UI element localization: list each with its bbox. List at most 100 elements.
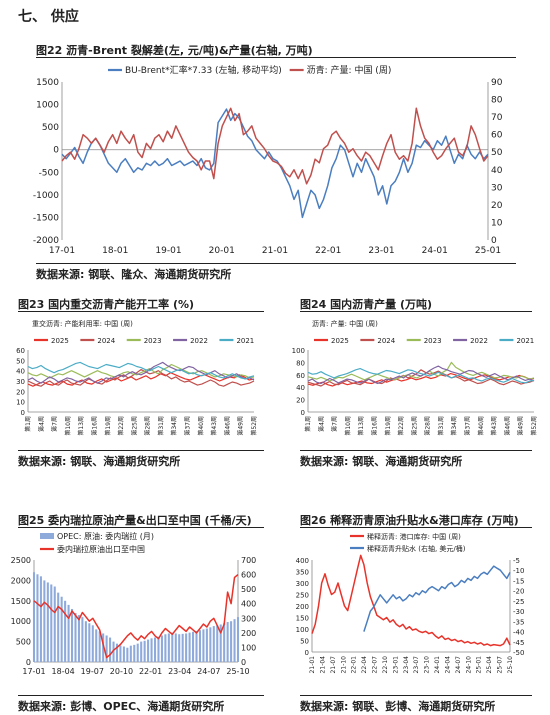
fig26-y-tick-label: 200 bbox=[296, 603, 309, 611]
fig26-x-tick-label: 22-01 bbox=[351, 656, 358, 674]
fig26-x-tick-label: 25-04 bbox=[486, 656, 493, 674]
fig25-x-tick-label: 17-01 bbox=[22, 667, 45, 676]
fig25-bar bbox=[171, 632, 174, 662]
fig25-bar bbox=[205, 628, 208, 662]
fig25-y2-tick-label: 600 bbox=[241, 571, 256, 580]
fig23-inner-title: 重交沥青: 产能利用率: 中国 (周) bbox=[32, 319, 133, 328]
fig25-bar bbox=[195, 630, 198, 662]
fig24-x-tick-label: 第31周 bbox=[437, 416, 445, 436]
fig23-y-tick-label: 50 bbox=[16, 357, 25, 365]
fig24-legend-label: 2025 bbox=[331, 337, 349, 345]
fig26-x-tick-label: 25-10 bbox=[507, 656, 514, 674]
fig24-legend-label: 2024 bbox=[377, 337, 395, 345]
fig25-bar bbox=[119, 645, 122, 662]
fig25-y2-tick-label: 100 bbox=[241, 643, 256, 652]
fig26-title: 图26 稀释沥青原油升贴水&港口库存 (万吨) bbox=[300, 514, 519, 527]
fig23-x-tick-label: 第13周 bbox=[77, 416, 85, 436]
fig25-x-tick-label: 23-04 bbox=[168, 667, 191, 676]
fig22-series-line-0 bbox=[61, 108, 489, 219]
fig22-x-tick-label: 25-01 bbox=[475, 246, 501, 256]
fig25-top-rule bbox=[18, 527, 264, 528]
fig25-bar bbox=[174, 633, 177, 662]
fig22-bottom-rule bbox=[36, 263, 516, 264]
fig25-bar bbox=[53, 586, 56, 662]
fig25-bar bbox=[185, 633, 188, 662]
fig25-y2-tick-label: 300 bbox=[241, 614, 256, 623]
fig25-bar bbox=[57, 592, 60, 662]
fig23-x-tick-label: 第4周 bbox=[37, 416, 45, 432]
fig23-x-tick-label: 第46周 bbox=[223, 416, 231, 436]
fig26-x-tick-label: 22-07 bbox=[372, 656, 379, 674]
fig24-x-tick-label: 第40周 bbox=[477, 416, 485, 436]
fig25-legend-label: 委内瑞拉原油出口至中国 bbox=[57, 544, 145, 554]
fig25-bar bbox=[84, 621, 87, 662]
fig24-legend-label: 2023 bbox=[424, 337, 442, 345]
fig25-x-tick-label: 19-07 bbox=[81, 667, 104, 676]
fig23-series-line-1 bbox=[27, 369, 255, 387]
fig25-bar bbox=[50, 584, 53, 662]
fig25-bar bbox=[140, 641, 143, 662]
fig26-series-line-1 bbox=[363, 565, 511, 632]
fig25-bar bbox=[95, 629, 98, 662]
fig22-x-tick-label: 23-01 bbox=[368, 246, 394, 256]
fig25-bar bbox=[133, 644, 136, 662]
fig25-x-tick-label: 20-10 bbox=[110, 667, 133, 676]
fig22-y-tick-label: 500 bbox=[42, 123, 59, 133]
fig23-title: 图23 国内重交沥青产能开工率 (%) bbox=[18, 298, 195, 311]
fig25-bar bbox=[36, 574, 39, 662]
fig23-x-tick-label: 第37周 bbox=[184, 416, 192, 436]
fig26-y-tick-label: 150 bbox=[296, 615, 309, 623]
fig25-bottom-rule bbox=[18, 695, 264, 696]
fig25-bar bbox=[32, 572, 36, 662]
fig25-bar bbox=[115, 643, 119, 662]
fig23-top-rule bbox=[18, 311, 264, 312]
fig22-y2-tick-label: 70 bbox=[491, 113, 503, 123]
fig23-x-tick-label: 第31周 bbox=[157, 416, 165, 436]
fig22-y-tick-label: -1500 bbox=[33, 213, 59, 223]
fig26-x-tick-label: 24-07 bbox=[455, 656, 462, 674]
fig24-x-tick-label: 第10周 bbox=[344, 416, 352, 436]
fig24-legend-label: 2021 bbox=[516, 337, 534, 345]
fig25-bar bbox=[153, 637, 157, 662]
fig25-x-tick-label: 25-10 bbox=[226, 667, 249, 676]
fig23-x-tick-label: 第28周 bbox=[144, 416, 152, 436]
fig24-x-tick-label: 第7周 bbox=[331, 416, 339, 432]
fig26-legend-label: 稀释沥青升贴水 (右轴, 美元/桶) bbox=[367, 544, 466, 553]
fig26-legend-label: 稀释沥青: 港口库存: 中国 (周) bbox=[367, 532, 461, 541]
fig25-y-tick-label: 500 bbox=[16, 638, 31, 647]
fig25-bar bbox=[77, 615, 80, 662]
fig25-bar bbox=[181, 633, 184, 662]
fig22-y-tick-label: -1000 bbox=[33, 191, 59, 201]
fig24-x-tick-label: 第22周 bbox=[397, 416, 405, 436]
fig23-legend-label: 2021 bbox=[236, 337, 254, 345]
fig24-series-line-4 bbox=[307, 368, 535, 384]
fig22-x-tick-label: 21-01 bbox=[262, 246, 288, 256]
fig26-y2-tick-label: -15 bbox=[513, 577, 524, 585]
fig23-legend-label: 2023 bbox=[144, 337, 162, 345]
fig22-x-tick-label: 20-01 bbox=[209, 246, 235, 256]
fig25-bar bbox=[46, 582, 49, 662]
fig24-y-tick-label: 0 bbox=[301, 409, 305, 417]
fig23-x-tick-label: 第40周 bbox=[197, 416, 205, 436]
fig23-x-tick-label: 第43周 bbox=[210, 416, 218, 436]
fig25-y2-tick-label: 500 bbox=[241, 585, 256, 594]
fig26-x-tick-label: 23-10 bbox=[424, 656, 431, 674]
fig26-y-tick-label: 250 bbox=[296, 592, 309, 600]
fig24-x-tick-label: 第49周 bbox=[517, 416, 525, 436]
fig24-x-tick-label: 第13周 bbox=[357, 416, 365, 436]
fig25-bar bbox=[112, 641, 115, 662]
fig23-legend-label: 2025 bbox=[51, 337, 69, 345]
fig26-x-tick-label: 23-01 bbox=[392, 656, 399, 674]
fig26-y2-tick-label: -10 bbox=[513, 567, 524, 575]
fig24-series-line-3 bbox=[307, 365, 535, 385]
fig26-x-tick-label: 24-04 bbox=[444, 656, 451, 674]
fig25-bar bbox=[188, 632, 191, 662]
fig24-x-tick-label: 第19周 bbox=[384, 416, 392, 436]
fig22-series-line-1 bbox=[61, 107, 489, 185]
fig24-x-tick-label: 第34周 bbox=[450, 416, 458, 436]
fig26-x-tick-label: 25-07 bbox=[497, 656, 504, 674]
fig26-x-tick-label: 24-10 bbox=[465, 656, 472, 674]
fig22-y-tick-label: 1500 bbox=[36, 78, 59, 88]
fig26-y-tick-label: 350 bbox=[296, 569, 309, 577]
fig25-x-tick-label: 18-04 bbox=[52, 667, 75, 676]
